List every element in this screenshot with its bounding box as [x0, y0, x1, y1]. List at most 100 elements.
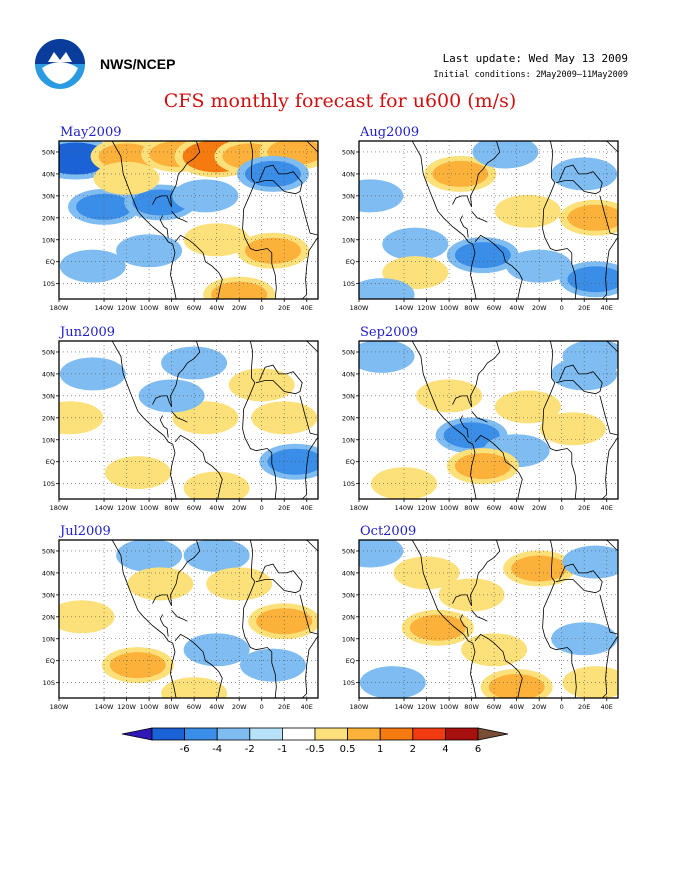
- coastline: [171, 609, 188, 622]
- coastline: [452, 141, 501, 207]
- colorbar-min-arrow: [121, 727, 153, 741]
- anomaly-core: [390, 232, 441, 256]
- colorbar: -6 -4 -2 -1 -0.5 0.5 1 2 4 6: [121, 727, 509, 755]
- panel-label: Jun2009: [58, 325, 115, 340]
- y-tick-label: 40N: [42, 170, 55, 178]
- panel-frame: [358, 340, 619, 500]
- y-tick-label: 30N: [42, 392, 55, 400]
- y-tick-label: 50N: [42, 348, 55, 356]
- x-tick-label: 40W: [209, 304, 224, 312]
- panel-label: Aug2009: [359, 125, 419, 140]
- x-tick-label: 80W: [164, 304, 179, 312]
- y-tick-label: 20N: [342, 613, 355, 621]
- x-tick-label: 60W: [487, 304, 502, 312]
- x-tick-label: 140W: [95, 304, 114, 312]
- x-tick-label: 20W: [232, 703, 247, 711]
- x-tick-label: 140W: [395, 504, 414, 512]
- x-tick-label: 120W: [117, 304, 136, 312]
- panel-label: Sep2009: [360, 325, 418, 340]
- x-tick-label: 120W: [417, 304, 436, 312]
- x-tick-label: 140W: [395, 304, 414, 312]
- colorbar-label: -4: [212, 744, 222, 755]
- coastline: [299, 195, 318, 299]
- anomaly-core: [547, 417, 598, 441]
- colorbar-label: -0.5: [305, 744, 325, 755]
- x-tick-label: 140W: [95, 703, 114, 711]
- coastline: [471, 210, 488, 223]
- anomaly-core: [570, 550, 618, 574]
- x-tick-label: 100W: [440, 304, 459, 312]
- colorbar-label: -1: [277, 744, 287, 755]
- anomaly-core: [502, 199, 553, 223]
- colorbar-label: 0.5: [340, 744, 356, 755]
- anomaly-core: [59, 605, 107, 629]
- panel-frame: [58, 140, 319, 300]
- colorbar-max-arrow: [477, 727, 509, 741]
- colorbar-label: 6: [475, 744, 481, 755]
- anomaly-core: [454, 453, 511, 480]
- y-tick-label: 10S: [43, 280, 55, 288]
- anomaly-core: [211, 281, 268, 299]
- x-tick-label: 0: [560, 703, 564, 711]
- x-tick-label: 80W: [464, 703, 479, 711]
- x-tick-label: 40W: [509, 504, 524, 512]
- x-tick-label: 20E: [278, 304, 290, 312]
- x-tick-label: 20W: [232, 304, 247, 312]
- colorbar-cell: [151, 727, 185, 741]
- coastline: [256, 563, 303, 594]
- x-tick-label: 140W: [395, 703, 414, 711]
- anomaly-core: [359, 283, 407, 299]
- anomaly-core: [570, 344, 618, 368]
- x-tick-label: 80W: [464, 504, 479, 512]
- coastline: [174, 234, 223, 299]
- y-tick-label: 20N: [42, 613, 55, 621]
- x-tick-label: 180W: [50, 703, 69, 711]
- y-tick-label: EQ: [46, 258, 55, 266]
- x-tick-label: 0: [560, 304, 564, 312]
- coastline: [159, 215, 169, 238]
- org-label: NWS/NCEP: [100, 56, 176, 72]
- x-tick-label: 80W: [464, 304, 479, 312]
- anomaly-core: [191, 638, 242, 662]
- anomaly-core: [124, 543, 175, 567]
- x-tick-label: 40E: [601, 504, 613, 512]
- y-tick-label: 30N: [42, 192, 55, 200]
- coastline: [452, 540, 501, 606]
- y-tick-label: EQ: [46, 657, 55, 665]
- y-tick-label: 30N: [342, 591, 355, 599]
- anomaly-core: [191, 228, 242, 252]
- x-tick-label: 180W: [50, 504, 69, 512]
- anomaly-core: [454, 242, 511, 269]
- x-tick-label: 20E: [278, 703, 290, 711]
- coastline: [372, 141, 477, 299]
- anomaly-core: [359, 540, 396, 563]
- coastline: [242, 141, 277, 299]
- x-tick-label: 40W: [209, 703, 224, 711]
- coastline: [474, 633, 523, 698]
- x-tick-label: 60W: [187, 703, 202, 711]
- y-tick-label: 40N: [42, 370, 55, 378]
- x-tick-label: 40E: [601, 703, 613, 711]
- panel-jul2009: Jul2009 180W 140W 120W 100W 80W 60W 40W 20W 0 20E 4…: [42, 524, 319, 711]
- coastline: [299, 395, 318, 499]
- x-tick-label: 20E: [578, 703, 590, 711]
- anomaly-core: [244, 237, 301, 264]
- y-tick-label: 50N: [342, 348, 355, 356]
- colorbar-cell: [347, 727, 381, 741]
- coastline: [452, 341, 501, 407]
- coastline: [556, 164, 603, 195]
- coastline: [159, 614, 169, 637]
- colorbar-cell: [379, 727, 414, 741]
- anomaly-core: [101, 166, 152, 190]
- y-tick-label: 20N: [42, 214, 55, 222]
- x-tick-label: 40W: [509, 703, 524, 711]
- y-tick-label: EQ: [346, 258, 355, 266]
- coastline: [542, 540, 577, 698]
- coastline: [152, 141, 201, 207]
- coastline: [242, 341, 277, 499]
- anomaly-core: [76, 193, 133, 220]
- panel-frame: [358, 140, 619, 300]
- last-update: Last update: Wed May 13 2009: [442, 52, 628, 65]
- anomaly-core: [488, 674, 545, 698]
- y-tick-label: EQ: [346, 458, 355, 466]
